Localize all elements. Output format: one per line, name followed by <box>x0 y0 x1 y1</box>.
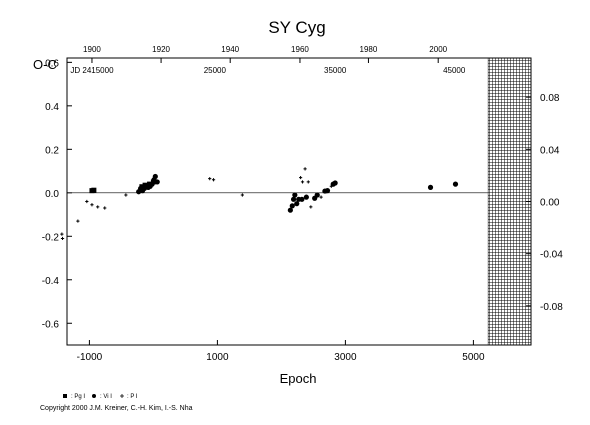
jd-label: JD 2415000 <box>70 66 114 75</box>
data-point-cross <box>211 178 216 182</box>
x-tick-label: 3000 <box>334 352 357 363</box>
chart-title: SY Cyg <box>268 18 325 37</box>
data-point-circle <box>289 203 295 209</box>
top-year-label: 1900 <box>83 45 101 54</box>
jd-label: 45000 <box>443 66 466 75</box>
right-y-tick-label: -0.08 <box>540 302 563 313</box>
copyright-notice: Copyright 2000 J.M. Kreiner, C.-H. Kim, … <box>40 405 193 412</box>
legend-circle-marker <box>92 394 96 398</box>
data-point-cross <box>319 195 323 199</box>
data-point-circle <box>427 184 434 190</box>
data-point-circle <box>290 196 297 202</box>
data-point-cross <box>300 180 305 184</box>
data-point-circle <box>287 207 293 213</box>
legend-label-pg: : Pg I <box>71 394 85 400</box>
data-point-cross <box>60 236 65 241</box>
data-point-cross <box>324 190 328 194</box>
x-tick-label: 1000 <box>206 352 229 363</box>
jd-label: 25000 <box>204 66 227 75</box>
data-point-cross <box>76 219 80 223</box>
top-year-label: 1960 <box>291 45 309 54</box>
data-point-circle <box>332 180 338 186</box>
data-point-square <box>91 187 97 193</box>
data-point-cross <box>303 167 307 171</box>
top-year-label: 1920 <box>152 45 170 54</box>
data-point-cross <box>240 193 244 197</box>
legend-cross-marker <box>120 394 124 398</box>
y-tick-label: -0.2 <box>42 232 60 243</box>
y-tick-label: 0.2 <box>45 145 59 156</box>
data-point-circle <box>154 179 160 185</box>
data-point-circle <box>314 192 320 198</box>
top-year-label: 1980 <box>360 45 378 54</box>
data-point-circle <box>303 194 309 200</box>
data-point-circle <box>152 173 158 180</box>
data-point-cross <box>124 193 128 197</box>
legend-label-vi: : Vi I <box>100 394 112 400</box>
legend-square-marker <box>63 394 67 398</box>
top-year-label: 1940 <box>221 45 239 54</box>
y-tick-label: -0.4 <box>42 276 60 287</box>
data-point-cross <box>309 205 313 209</box>
data-point-circle <box>149 181 155 187</box>
data-points <box>60 167 459 241</box>
data-point-cross <box>60 232 64 236</box>
data-point-cross <box>306 180 310 184</box>
right-y-tick-label: 0.04 <box>540 145 560 156</box>
x-tick-label: -1000 <box>77 352 103 363</box>
hatched-region <box>487 57 532 346</box>
data-point-circle <box>324 188 331 194</box>
right-y-tick-label: 0.08 <box>540 93 560 104</box>
data-point-cross <box>329 184 333 188</box>
x-tick-label: 5000 <box>462 352 485 363</box>
right-y-tick-label: -0.04 <box>540 250 563 261</box>
data-point-cross <box>90 203 94 207</box>
y-tick-label: 0.0 <box>45 189 59 200</box>
y-axis-title: O-C <box>33 57 57 72</box>
legend: : Pg I : Vi I : P I <box>63 394 138 400</box>
data-point-cross <box>299 175 303 180</box>
y-tick-label: 0.4 <box>45 102 59 113</box>
data-point-cross <box>85 199 89 204</box>
x-axis-title: Epoch <box>280 371 317 386</box>
data-point-cross <box>208 177 212 181</box>
tick-marks: -1000 1000 3000 5000 -0.6 -0.4 -0.2 0.0 0.2 0.4 0.… <box>42 45 563 363</box>
jd-label: 35000 <box>324 66 347 75</box>
right-y-tick-label: 0.00 <box>540 198 560 209</box>
data-point-cross <box>103 206 107 210</box>
data-point-circle <box>292 192 298 198</box>
y-tick-label: -0.6 <box>42 319 60 330</box>
data-point-circle <box>294 201 300 207</box>
data-point-cross <box>96 205 100 209</box>
data-point-circle <box>452 181 459 187</box>
data-point-circle <box>299 196 305 202</box>
top-year-label: 2000 <box>429 45 447 54</box>
legend-label-p: : P I <box>127 394 138 400</box>
y-tick-label: 0.6 <box>45 58 59 69</box>
